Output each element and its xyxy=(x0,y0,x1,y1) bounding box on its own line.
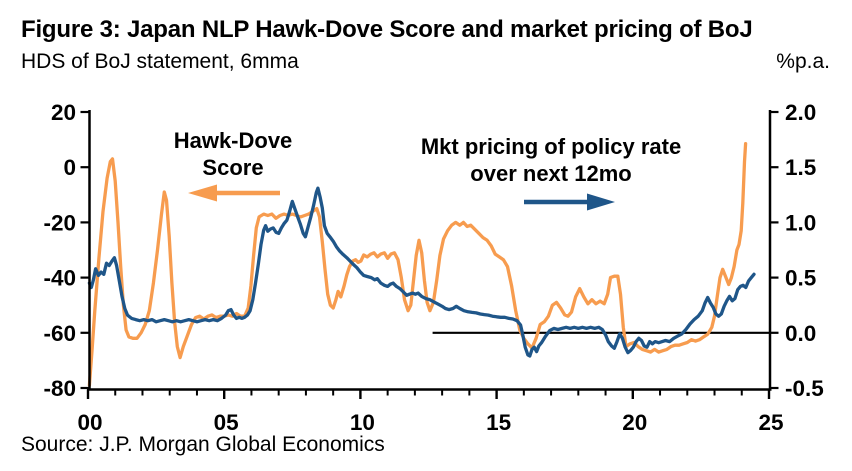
left-axis-tick-label: 20 xyxy=(51,100,76,125)
hawk-dove-annotation-line1: Hawk-Dove xyxy=(173,128,293,153)
right-axis-tick-label: 2.0 xyxy=(785,100,816,125)
mkt-pricing-annotation-line2: over next 12mo xyxy=(470,161,632,186)
hawk-dove-annotation: Hawk-Dove Score xyxy=(108,127,358,181)
mkt-pricing-annotation: Mkt pricing of policy rate over next 12m… xyxy=(396,133,706,187)
right-axis-tick-label: -0.5 xyxy=(785,376,824,401)
source-note: Source: J.P. Morgan Global Economics xyxy=(21,433,385,456)
right-axis-tick-label: 1.5 xyxy=(785,155,816,180)
left-axis-tick-label: -60 xyxy=(43,321,76,346)
left-axis-tick-label: 0 xyxy=(63,155,76,180)
right-axis-tick-label: 0.5 xyxy=(785,266,816,291)
x-axis-tick-label: 00 xyxy=(77,410,102,435)
figure-title: Figure 3: Japan NLP Hawk-Dove Score and … xyxy=(21,16,753,43)
left-axis-tick-label: -40 xyxy=(43,266,76,291)
left-axis-tick-label: -20 xyxy=(43,210,76,235)
x-axis-tick-label: 10 xyxy=(350,410,375,435)
hawk-dove-score-line xyxy=(87,142,748,387)
x-axis-tick-label: 15 xyxy=(486,410,511,435)
right-axis-tick-label: 0.0 xyxy=(785,321,816,346)
x-axis-tick-label: 20 xyxy=(622,410,647,435)
right-axis-tick-label: 1.0 xyxy=(785,210,816,235)
hawk-dove-annotation-line2: Score xyxy=(202,155,264,180)
left-axis-tick-label: -80 xyxy=(43,376,76,401)
right-axis-title: %p.a. xyxy=(776,50,830,73)
mkt-pricing-line xyxy=(87,186,756,358)
mkt-pricing-annotation-line1: Mkt pricing of policy rate xyxy=(420,134,682,159)
hawk-dove-left-arrow-icon xyxy=(188,184,217,202)
x-axis-tick-label: 25 xyxy=(758,410,783,435)
mkt-pricing-right-arrow-icon xyxy=(587,193,615,211)
x-axis-tick-label: 05 xyxy=(214,410,239,435)
left-axis-title: HDS of BoJ statement, 6mma xyxy=(21,50,299,73)
